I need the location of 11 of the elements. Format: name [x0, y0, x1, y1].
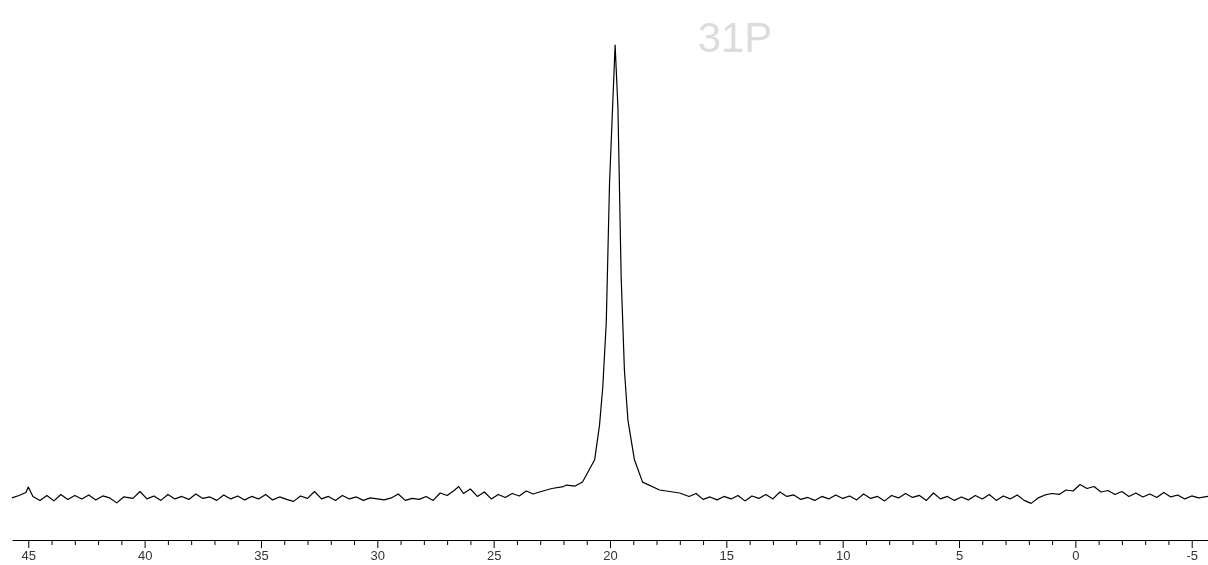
x-tick-label: 0 [1072, 548, 1080, 564]
x-tick-label: 5 [955, 548, 964, 564]
x-tick-label: 15 [719, 548, 735, 564]
x-tick-label: 30 [370, 548, 386, 564]
x-tick-label: 10 [835, 548, 851, 564]
x-tick-label: 45 [21, 548, 37, 564]
x-tick-label: -5 [1186, 548, 1198, 564]
x-tick-label: 20 [603, 548, 618, 564]
x-tick-label: 40 [137, 548, 153, 564]
x-tick-label: 25 [486, 548, 502, 564]
x-tick-label: 35 [254, 548, 269, 564]
